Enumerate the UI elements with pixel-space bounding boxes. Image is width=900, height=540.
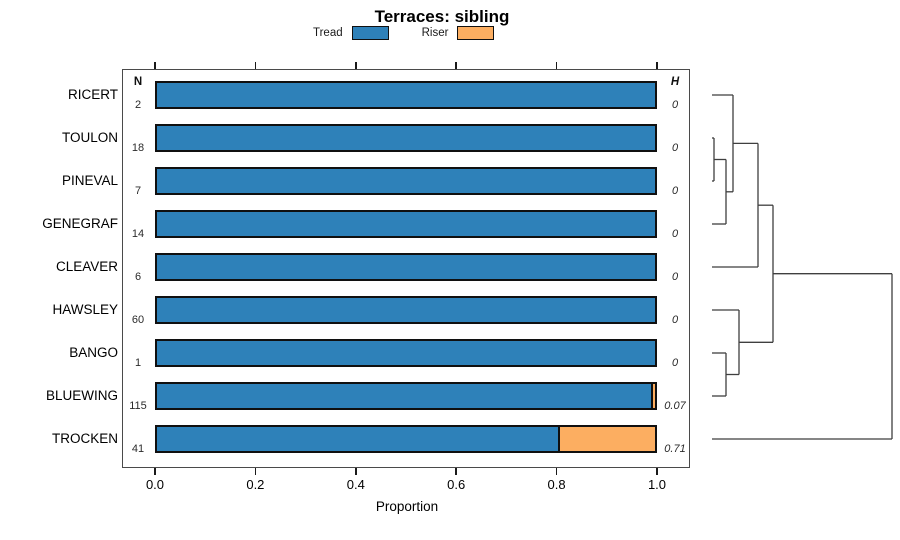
n-value: 7 (134, 185, 142, 197)
axis-tick-bottom (455, 468, 457, 475)
axis-tick-label: 0.0 (145, 477, 165, 492)
legend-label-tread: Tread (313, 27, 343, 39)
n-value: 18 (131, 142, 145, 154)
stacked-bar (155, 339, 657, 367)
n-value: 6 (134, 271, 142, 283)
axis-tick-bottom (656, 468, 658, 475)
axis-tick-top (254, 62, 257, 69)
n-value: 41 (131, 443, 145, 455)
n-value: 115 (129, 400, 147, 412)
legend-swatch-tread (351, 26, 389, 40)
row-label: HAWSLEY (52, 302, 118, 317)
axis-tick-top (455, 62, 457, 69)
h-value: 0.71 (664, 443, 686, 455)
axis-tick-top (154, 62, 156, 69)
n-value: 14 (131, 228, 145, 240)
stacked-bar (155, 210, 657, 238)
riser-segment (557, 427, 655, 451)
tread-segment (157, 169, 655, 193)
tread-segment (157, 83, 655, 107)
n-value: 1 (134, 357, 142, 369)
tread-segment (157, 384, 651, 408)
h-value: 0 (671, 142, 679, 154)
axis-tick-bottom (154, 468, 156, 475)
plot-panel (122, 69, 690, 468)
axis-tick-bottom (254, 468, 257, 475)
axis-tick-top (656, 62, 658, 69)
h-value: 0 (671, 185, 679, 197)
tread-segment (157, 126, 655, 150)
tread-segment (157, 341, 655, 365)
n-value: 2 (134, 99, 142, 111)
axis-tick-top (555, 62, 558, 69)
h-value: 0 (671, 314, 679, 326)
axis-tick-label: 0.6 (447, 477, 466, 492)
axis-tick-label: 0.2 (246, 477, 265, 492)
stacked-bar (155, 382, 657, 410)
axis-tick-top (355, 62, 357, 69)
axis-tick-bottom (555, 468, 558, 475)
row-label: PINEVAL (61, 173, 118, 188)
h-value: 0 (671, 228, 679, 240)
row-label: GENEGRAF (42, 216, 118, 231)
h-value: 0 (671, 271, 679, 283)
row-label: TROCKEN (51, 431, 118, 446)
legend-label-riser: Riser (421, 27, 449, 39)
stacked-bar (155, 167, 657, 195)
chart-title: Terraces: sibling (374, 7, 510, 26)
axis-tick-bottom (355, 468, 357, 475)
tread-segment (157, 255, 655, 279)
stacked-bar (155, 253, 657, 281)
row-label: TOULON (61, 130, 118, 145)
h-value: 0 (671, 99, 679, 111)
n-value: 60 (131, 314, 145, 326)
riser-segment (650, 384, 655, 408)
h-value: 0.07 (664, 400, 686, 412)
x-axis-label: Proportion (375, 499, 439, 514)
row-label: BANGO (69, 345, 118, 360)
row-label: CLEAVER (55, 259, 118, 274)
stacked-bar (155, 124, 657, 152)
h-column-header: H (670, 76, 680, 88)
row-label: BLUEWING (45, 388, 118, 403)
row-label: RICERT (67, 87, 118, 102)
axis-tick-label: 1.0 (647, 477, 667, 492)
tread-segment (157, 212, 655, 236)
axis-tick-label: 0.8 (547, 477, 566, 492)
stacked-bar (155, 296, 657, 324)
stacked-bar (155, 81, 657, 109)
stacked-bar (155, 425, 657, 453)
legend: Tread Riser (313, 26, 495, 40)
n-column-header: N (133, 76, 143, 88)
tread-segment (157, 427, 558, 451)
axis-tick-label: 0.4 (346, 477, 365, 492)
tread-segment (157, 298, 655, 322)
h-value: 0 (671, 357, 679, 369)
legend-swatch-riser (457, 26, 495, 40)
